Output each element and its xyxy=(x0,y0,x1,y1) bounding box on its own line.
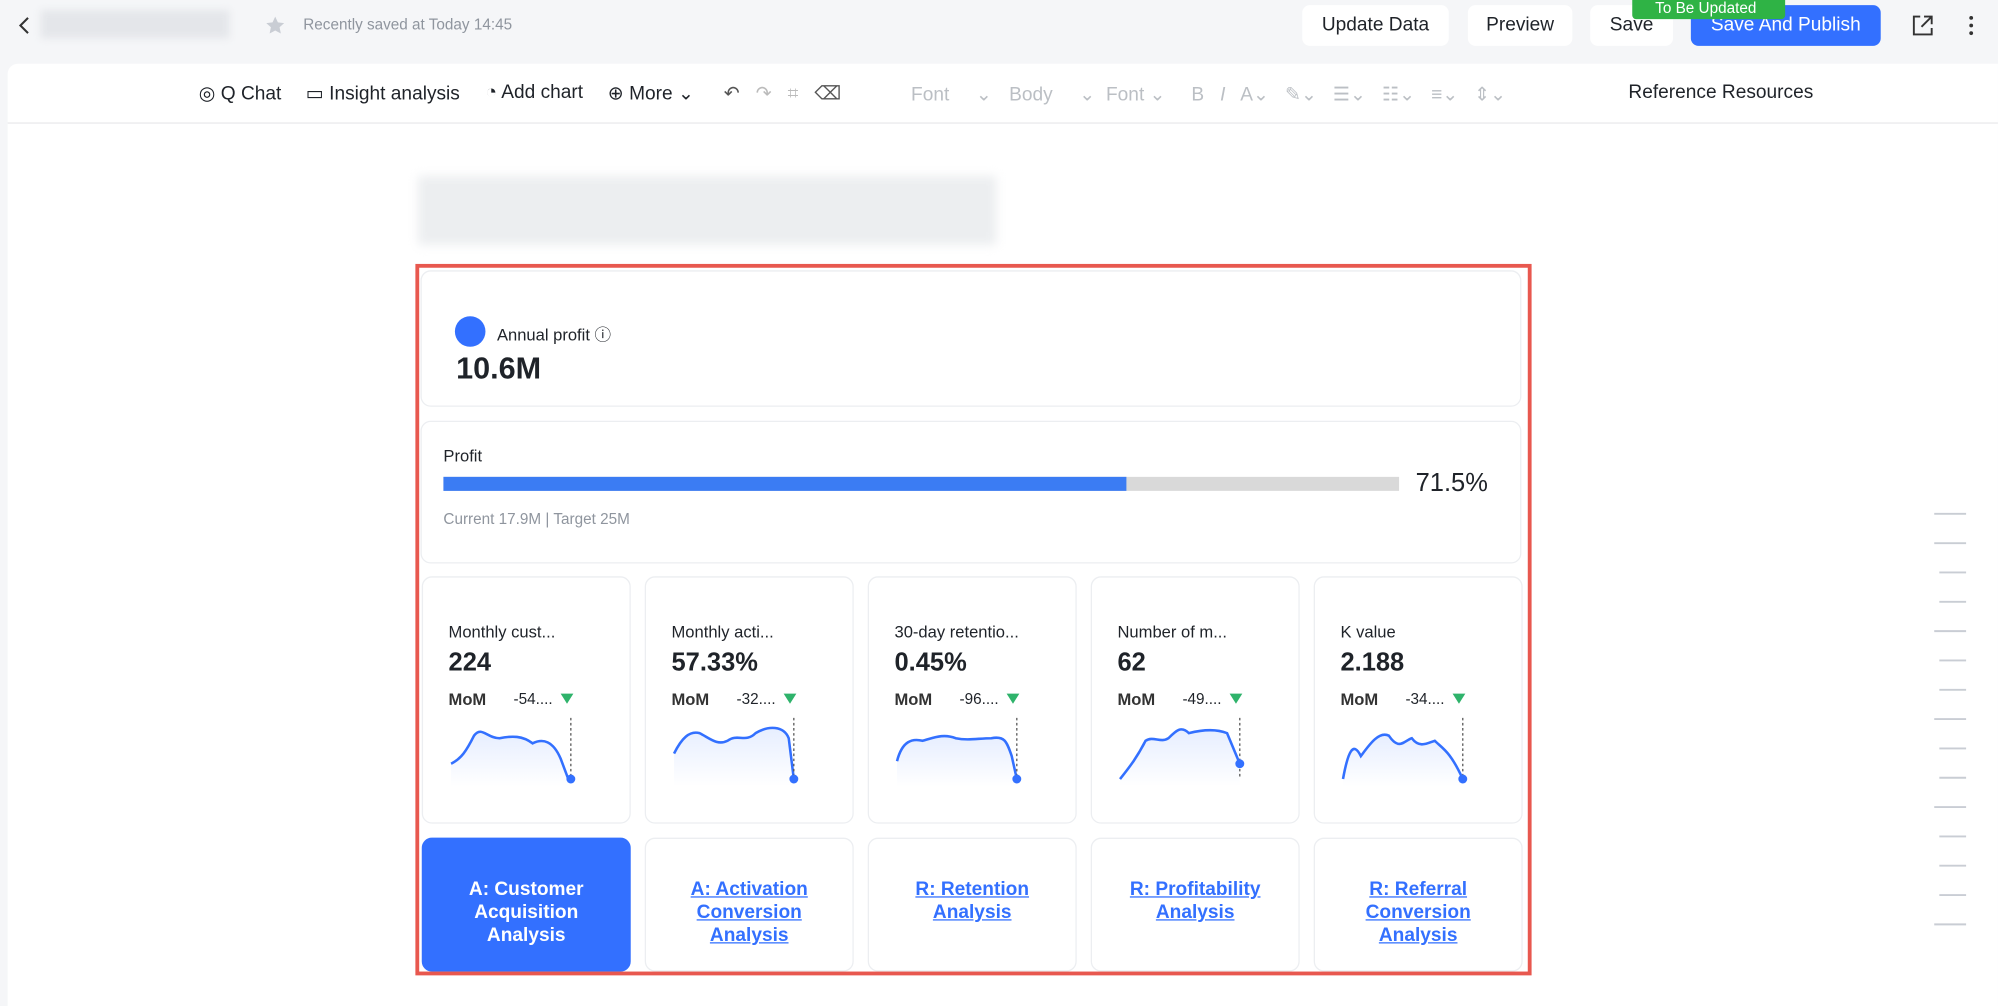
down-arrow xyxy=(1229,693,1243,704)
star-icon[interactable] xyxy=(265,15,285,35)
label: Font xyxy=(1106,84,1145,106)
down-arrow xyxy=(560,693,574,704)
preview-button[interactable]: Preview xyxy=(1467,5,1573,46)
blurred-heading xyxy=(417,175,997,245)
mom-change: -32.... xyxy=(736,689,776,708)
metric-card[interactable]: K value 2.188 MoM -34.... xyxy=(1313,576,1523,824)
progress-card: Profit 71.5% Current 17.9M | Target 25M xyxy=(420,420,1522,564)
more[interactable]: ⊕ More ⌄ xyxy=(607,82,695,105)
progress-bar xyxy=(443,476,1127,491)
add-chart[interactable]: ◔ Add chart xyxy=(485,81,584,104)
metric-name: Number of m... xyxy=(1117,622,1228,642)
mom-change: -54.... xyxy=(513,689,553,708)
link-text[interactable]: A: Activation Conversion Analysis xyxy=(690,878,808,947)
label: Add chart xyxy=(501,81,584,104)
font-select[interactable]: Font ⌄ xyxy=(911,84,992,106)
back-icon[interactable] xyxy=(15,15,33,35)
insight[interactable]: ▭ Insight analysis xyxy=(305,82,460,105)
blurred-title xyxy=(40,10,230,39)
mom-change: -49.... xyxy=(1182,689,1222,708)
label: More xyxy=(629,82,673,105)
metric-card[interactable]: Monthly cust... 224 MoM -54.... xyxy=(421,576,631,824)
link-text[interactable]: A: Customer Acquisition Analysis xyxy=(468,878,584,947)
metric-value: 62 xyxy=(1117,648,1146,678)
down-arrow xyxy=(783,693,797,704)
edit-icons[interactable]: ↶ ↷ ⌗ ⌫ xyxy=(723,82,842,105)
metric-value: 0.45% xyxy=(894,648,967,678)
saved-status: Recently saved at Today 14:45 xyxy=(303,15,513,34)
down-arrow xyxy=(1452,693,1466,704)
link-text[interactable]: R: Referral Conversion Analysis xyxy=(1365,878,1471,947)
progress-detail: Current 17.9M | Target 25M xyxy=(443,510,630,528)
mom-label: MoM xyxy=(1117,689,1156,709)
profit-card: Annual profit ⓘ 10.6M xyxy=(420,270,1522,407)
metric-value: 224 xyxy=(448,648,492,678)
label: Insight analysis xyxy=(329,82,460,105)
metric-value: 2.188 xyxy=(1340,648,1405,678)
q-chat[interactable]: ◎ Q Chat xyxy=(198,82,282,105)
metric-card[interactable]: Monthly acti... 57.33% MoM -32.... xyxy=(644,576,854,824)
link-card[interactable]: A: Customer Acquisition Analysis xyxy=(421,837,631,972)
mom-change: -34.... xyxy=(1405,689,1445,708)
sparkline xyxy=(1341,717,1468,787)
reference[interactable]: Reference Resources xyxy=(1628,81,1814,104)
metric-name: Monthly cust... xyxy=(448,622,556,642)
link-text[interactable]: R: Profitability Analysis xyxy=(1129,878,1261,924)
progress-percent: 71.5% xyxy=(1415,469,1488,498)
down-arrow xyxy=(1006,693,1020,704)
label: Font xyxy=(911,84,950,106)
label: Q Chat xyxy=(220,82,282,105)
mom-change: -96.... xyxy=(959,689,999,708)
profit-value: 10.6M xyxy=(456,351,542,387)
share-icon[interactable] xyxy=(1910,13,1935,39)
status-badge: To Be Updated xyxy=(1632,0,1786,20)
link-card[interactable]: R: Profitability Analysis xyxy=(1090,837,1300,972)
mom-label: MoM xyxy=(894,689,933,709)
style-select[interactable]: Body ⌄ xyxy=(1009,84,1096,106)
sparkline xyxy=(450,717,576,787)
metric-name: 30-day retentio... xyxy=(894,622,1019,642)
mom-label: MoM xyxy=(448,689,487,709)
metric-name: Monthly acti... xyxy=(671,622,774,642)
mom-label: MoM xyxy=(671,689,710,709)
sparkline xyxy=(1119,717,1245,787)
metric-card[interactable]: 30-day retentio... 0.45% MoM -96.... xyxy=(867,576,1077,824)
link-card[interactable]: R: Retention Analysis xyxy=(867,837,1077,972)
text: Annual profit xyxy=(496,325,590,345)
mom-label: MoM xyxy=(1340,689,1379,709)
progress-track xyxy=(443,476,1400,491)
toolbar-divider xyxy=(7,122,1998,124)
outline-ticks xyxy=(1934,512,1967,926)
progress-label: Profit xyxy=(443,446,483,466)
metric-value: 57.33% xyxy=(671,648,758,678)
size-select[interactable]: Font ⌄ xyxy=(1106,84,1166,106)
link-card[interactable]: A: Activation Conversion Analysis xyxy=(644,837,854,972)
sparkline xyxy=(895,717,1022,787)
selection-box xyxy=(415,263,1532,976)
sparkline xyxy=(672,717,799,787)
label: Body xyxy=(1009,84,1053,106)
update-button[interactable]: Update Data xyxy=(1302,5,1449,46)
link-card[interactable]: R: Referral Conversion Analysis xyxy=(1313,837,1523,972)
link-text[interactable]: R: Retention Analysis xyxy=(915,878,1030,924)
metric-card[interactable]: Number of m... 62 MoM -49.... xyxy=(1090,576,1300,824)
format-icons[interactable]: B I A⌄ ✎⌄ ☰⌄ ☷⌄ ≡⌄ ⇕⌄ xyxy=(1191,84,1507,106)
profit-label: Annual profit ⓘ xyxy=(496,325,612,345)
metric-name: K value xyxy=(1340,622,1396,642)
menu-icon[interactable] xyxy=(1966,13,1976,39)
profit-icon xyxy=(454,316,486,347)
